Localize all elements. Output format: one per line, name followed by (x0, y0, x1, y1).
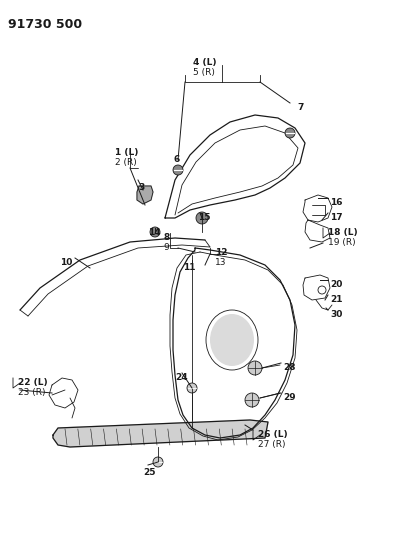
Text: 9: 9 (163, 243, 169, 252)
Text: 12: 12 (215, 248, 228, 257)
Text: 21: 21 (330, 295, 343, 304)
Text: 30: 30 (330, 310, 342, 319)
Text: 8: 8 (163, 233, 169, 242)
Text: 10: 10 (60, 258, 72, 267)
Text: 22 (L): 22 (L) (18, 378, 48, 387)
Polygon shape (53, 420, 268, 447)
Text: 27 (R): 27 (R) (258, 440, 285, 449)
Text: 25: 25 (143, 468, 156, 477)
Text: 5 (R): 5 (R) (193, 68, 215, 77)
Text: 4 (L): 4 (L) (193, 58, 217, 67)
Text: 1 (L): 1 (L) (115, 148, 138, 157)
Text: 91730 500: 91730 500 (8, 18, 82, 31)
Text: 29: 29 (283, 393, 296, 402)
Polygon shape (137, 186, 153, 204)
Circle shape (245, 393, 259, 407)
Circle shape (173, 165, 183, 175)
Text: 11: 11 (183, 263, 195, 272)
Text: 26 (L): 26 (L) (258, 430, 288, 439)
Text: 16: 16 (330, 198, 343, 207)
Text: 23 (R): 23 (R) (18, 388, 46, 397)
Circle shape (285, 128, 295, 138)
Circle shape (196, 212, 208, 224)
Text: 6: 6 (173, 155, 179, 164)
Text: 7: 7 (297, 103, 303, 112)
Text: 17: 17 (330, 213, 343, 222)
Circle shape (187, 383, 197, 393)
Text: 18 (L): 18 (L) (328, 228, 358, 237)
Text: 15: 15 (198, 213, 211, 222)
Circle shape (153, 457, 163, 467)
Circle shape (248, 361, 262, 375)
Text: 3: 3 (138, 183, 144, 192)
Text: 20: 20 (330, 280, 342, 289)
Text: 14: 14 (148, 228, 161, 237)
Text: 2 (R): 2 (R) (115, 158, 137, 167)
Circle shape (150, 227, 160, 237)
Text: 28: 28 (283, 363, 296, 372)
Text: 19 (R): 19 (R) (328, 238, 356, 247)
Ellipse shape (210, 314, 254, 366)
Text: 24: 24 (175, 373, 187, 382)
Text: 13: 13 (215, 258, 226, 267)
